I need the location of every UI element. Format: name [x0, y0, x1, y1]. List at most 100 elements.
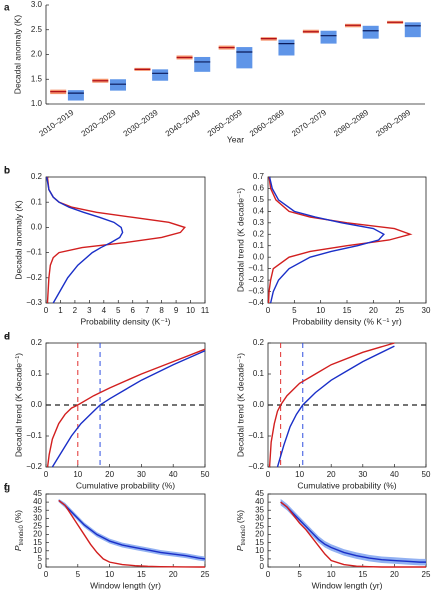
- y-tick-label: 0.1: [253, 369, 265, 378]
- box: [152, 69, 169, 81]
- curve: [276, 345, 395, 468]
- curve: [267, 176, 413, 304]
- y-tick-label: −0.1: [248, 264, 264, 273]
- y-axis-label: Decadal anomaly (K): [13, 200, 23, 280]
- y-tick-label: 25: [255, 522, 264, 531]
- y-tick-label: 0.0: [253, 400, 265, 409]
- y-axis-label: Decadal trend (K decade⁻¹): [13, 353, 23, 457]
- y-axis-label: Ptrend≤0(%): [235, 510, 246, 551]
- curve: [280, 501, 426, 568]
- y-tick-label: −0.2: [26, 462, 42, 471]
- x-tick-label: 10: [105, 570, 114, 579]
- y-tick-label: 5: [260, 554, 265, 563]
- x-tick-label: 20: [105, 470, 114, 479]
- curve: [58, 499, 205, 568]
- x-tick-label: 25: [395, 306, 404, 315]
- y-tick-label: 0.7: [253, 172, 265, 181]
- y-tick-label: 0.2: [253, 338, 265, 347]
- x-tick-label: 2040–2049: [164, 108, 202, 139]
- x-tick-label: 40: [390, 470, 399, 479]
- x-axis-label: Cumulative probability (%): [297, 480, 396, 490]
- x-tick-label: 2060–2069: [248, 108, 286, 139]
- y-tick-label: −0.2: [248, 275, 264, 284]
- plot-frame: [267, 493, 427, 568]
- uncertainty-band: [58, 498, 205, 562]
- y-label-sub: trend≤0: [241, 524, 247, 545]
- x-tick-label: 1: [58, 306, 63, 315]
- x-tick-label: 0: [266, 470, 271, 479]
- y-tick-label: 0.2: [31, 172, 43, 181]
- x-tick-label: 3: [87, 306, 92, 315]
- y-tick-label: 15: [33, 538, 42, 547]
- box: [236, 47, 253, 69]
- curve: [51, 350, 206, 468]
- x-tick-label: 6: [131, 306, 136, 315]
- x-tick-label: 15: [343, 306, 352, 315]
- x-tick-label: 5: [76, 570, 81, 579]
- y-tick-label: 0.2: [253, 229, 265, 238]
- y-label-unit: (%): [13, 510, 23, 523]
- panel-letter: c: [4, 166, 10, 177]
- y-tick-label: 25: [33, 522, 42, 531]
- y-tick-label: 45: [33, 489, 42, 498]
- x-tick-label: 5: [292, 306, 297, 315]
- y-tick-label: 45: [255, 489, 264, 498]
- y-tick-label: 0: [260, 562, 265, 571]
- x-tick-label: 20: [327, 470, 336, 479]
- y-tick-label: 0.4: [253, 206, 265, 215]
- x-tick-label: 9: [174, 306, 179, 315]
- y-tick-label: −0.3: [26, 298, 42, 307]
- x-tick-label: 2020–2029: [80, 108, 118, 139]
- y-tick-label: 40: [255, 497, 264, 506]
- x-axis-label: Window length (yr): [90, 580, 161, 590]
- x-tick-label: 10: [295, 470, 304, 479]
- x-tick-label: 0: [44, 470, 49, 479]
- panel-letter: a: [4, 3, 10, 14]
- box: [278, 39, 295, 56]
- x-tick-label: 0: [44, 570, 49, 579]
- x-axis-label: Cumulative probability (%): [76, 480, 175, 490]
- x-tick-label: 4: [102, 306, 107, 315]
- x-axis-label: Window length (yr): [312, 580, 383, 590]
- x-tick-label: 30: [422, 306, 431, 315]
- x-tick-label: 2030–2039: [122, 108, 160, 139]
- x-tick-label: 0: [266, 570, 271, 579]
- y-tick-label: 0.0: [31, 223, 43, 232]
- y-tick-label: −0.4: [248, 298, 264, 307]
- y-tick-label: 0.6: [253, 184, 265, 193]
- y-tick-label: 0.0: [253, 252, 265, 261]
- x-tick-label: 25: [422, 570, 431, 579]
- x-tick-label: 0: [44, 306, 49, 315]
- y-label-sub: trend≤0: [19, 524, 25, 545]
- y-tick-label: 1.0: [31, 99, 43, 108]
- y-tick-label: 10: [33, 546, 42, 555]
- x-tick-label: 50: [422, 470, 431, 479]
- curve: [280, 501, 426, 563]
- x-axis-label: Probability density (K⁻¹): [81, 316, 171, 326]
- y-tick-label: 0: [38, 562, 43, 571]
- y-tick-label: 3.0: [31, 0, 43, 9]
- curve: [46, 348, 206, 468]
- y-tick-label: 0.2: [31, 338, 43, 347]
- x-axis-label: Probability density (% K⁻¹ yr): [292, 316, 402, 326]
- box: [67, 90, 84, 101]
- y-tick-label: −0.3: [248, 287, 264, 296]
- y-tick-label: 0.3: [253, 218, 265, 227]
- y-tick-label: 0.1: [253, 241, 265, 250]
- x-tick-label: 30: [358, 470, 367, 479]
- y-tick-label: −0.1: [248, 431, 264, 440]
- x-tick-label: 15: [358, 570, 367, 579]
- x-tick-label: 2070–2079: [290, 108, 328, 139]
- x-tick-label: 40: [169, 470, 178, 479]
- x-tick-label: 2090–2099: [374, 108, 412, 139]
- plot-frame: [45, 176, 206, 304]
- panel-letter: e: [4, 332, 10, 343]
- y-tick-label: 10: [255, 546, 264, 555]
- box: [320, 30, 337, 44]
- y-axis-label: Decadal anomaly (K): [12, 15, 22, 95]
- uncertainty-band: [280, 498, 426, 566]
- x-tick-label: 20: [369, 306, 378, 315]
- curve: [58, 499, 206, 560]
- x-tick-label: 2080–2089: [332, 108, 370, 139]
